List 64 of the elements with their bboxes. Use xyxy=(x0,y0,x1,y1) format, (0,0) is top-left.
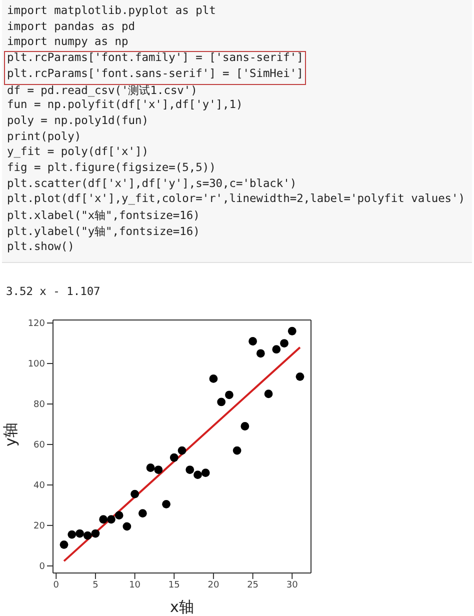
text: df = pd.read_csv('测试1.csv') xyxy=(7,82,198,98)
point xyxy=(186,466,194,474)
point xyxy=(178,446,186,455)
x-tick-label: 15 xyxy=(168,580,180,590)
point xyxy=(296,372,304,381)
text: plt.plot(df['x'],y_fit,color='r',linewidth=2,label='polyfit values') xyxy=(7,192,466,206)
text: fun = np.polyfit(df['x'],df['y'],1) xyxy=(7,98,243,112)
point xyxy=(107,515,116,524)
point xyxy=(114,511,124,520)
x-axis-title: x轴 xyxy=(170,598,194,616)
point xyxy=(162,500,170,508)
point xyxy=(264,390,273,398)
point xyxy=(280,339,288,348)
y-tick-label: 20 xyxy=(34,522,46,532)
x-tick-label: 25 xyxy=(247,580,259,590)
y-tick-label: 40 xyxy=(34,481,46,492)
point xyxy=(272,345,281,354)
point xyxy=(209,374,218,383)
text: plt.ylabel("y轴",fontsize=16) xyxy=(7,224,200,239)
point xyxy=(154,466,163,474)
point xyxy=(256,349,265,358)
x-tick-label: 0 xyxy=(53,580,60,590)
text: plt.rcParams['font.family'] = ['sans-serif'] xyxy=(7,51,304,64)
text: plt.show() xyxy=(7,240,74,252)
x-tick-label: 20 xyxy=(208,580,220,590)
point xyxy=(83,531,92,540)
text: print(poly) xyxy=(7,130,82,143)
point xyxy=(240,422,250,430)
point xyxy=(68,530,76,539)
point xyxy=(232,446,242,455)
point xyxy=(224,390,234,400)
y-tick-label: 80 xyxy=(34,400,46,410)
point xyxy=(130,490,140,498)
text: 3.52 x - 1.107 xyxy=(6,285,100,298)
text: import pandas as pd xyxy=(7,20,135,33)
text: import matplotlib.pyplot as plt xyxy=(7,4,216,17)
text: fig = plt.figure(figsize=(5,5)) xyxy=(7,161,216,174)
point xyxy=(99,515,108,524)
point xyxy=(170,453,178,462)
point xyxy=(217,398,226,406)
x-tick-label: 10 xyxy=(129,580,141,590)
point xyxy=(76,529,84,538)
point xyxy=(194,470,202,480)
y-tick-label: 120 xyxy=(28,319,46,330)
text: import numpy as np xyxy=(7,35,128,48)
text: plt.scatter(df['x'],df['y'],s=30,c='black') xyxy=(7,176,297,190)
y-tick-label: 0 xyxy=(39,562,46,572)
point xyxy=(60,540,68,549)
text: plt.xlabel("x轴",fontsize=16) xyxy=(7,208,200,224)
point xyxy=(146,464,155,472)
point xyxy=(288,326,296,336)
y-tick-label: 60 xyxy=(34,440,46,451)
x-tick-label: 5 xyxy=(92,580,98,590)
point xyxy=(138,509,147,518)
text: plt.rcParams['font.sans-serif'] = ['SimHei'] xyxy=(7,66,304,80)
point xyxy=(91,529,100,538)
point xyxy=(201,468,210,478)
text: y_fit = poly(df['x']) xyxy=(7,145,148,158)
y-tick-label: 100 xyxy=(28,360,46,370)
y-axis-title: y轴 xyxy=(1,422,20,446)
x-tick-label: 30 xyxy=(286,580,298,590)
point xyxy=(248,337,257,346)
point xyxy=(122,522,132,531)
text: poly = np.poly1d(fun) xyxy=(7,114,148,127)
